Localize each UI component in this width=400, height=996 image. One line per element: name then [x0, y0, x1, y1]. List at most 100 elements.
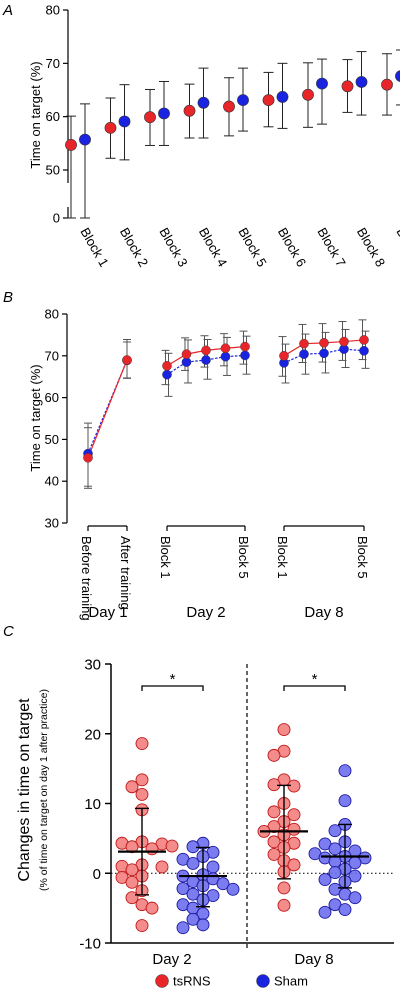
panel-a-point-sham — [395, 70, 400, 82]
panel-c-point-sham — [226, 882, 240, 896]
panel-c-y-tick-label: 30 — [84, 657, 101, 674]
panel-c-point-sham — [338, 794, 352, 808]
panel-b-y-tick-label: 70 — [45, 348, 59, 363]
panel-a-point-sham — [79, 133, 91, 146]
panel-b-x-tick-label: Block 5 — [236, 536, 251, 579]
panel-c-marks — [115, 723, 372, 935]
panel-c-point-sham — [328, 824, 342, 838]
panel-c-point-tsrns — [125, 840, 139, 854]
panel-a-point-tsrns — [144, 111, 156, 124]
panel-b-line-tsrns — [87, 359, 128, 459]
panel-a-x-tick-label: Block 7 — [314, 225, 348, 269]
panel-b: B Time on target (%) 30 40 50 60 70 80 Before … — [3, 289, 370, 621]
panel-c-ylabel-sub: (% of time on target on day 1 after prac… — [38, 689, 50, 891]
panel-a-point-tsrns — [183, 104, 196, 117]
panel-c-point-tsrns — [267, 748, 281, 762]
panel-c-point-tsrns — [277, 723, 291, 737]
panel-b-point-sham — [359, 345, 369, 356]
panel-c-significance-bracket — [283, 685, 346, 691]
panel-a-point-tsrns — [341, 80, 354, 93]
panel-a-point-sham — [276, 91, 289, 103]
panel-b-y-tick-label: 50 — [45, 432, 59, 447]
panel-a-ylabel: Time on target (%) — [28, 61, 43, 168]
panel-c: C Changes in time on target (% of time o… — [3, 623, 394, 989]
panel-c-point-tsrns — [277, 898, 291, 912]
panel-c-point-tsrns — [125, 875, 139, 889]
panel-b-day-label: Day 8 — [304, 604, 343, 621]
panel-c-point-sham — [338, 903, 352, 916]
panel-a-y-tick-label: 60 — [46, 109, 60, 124]
panel-b-y-tick-label: 30 — [45, 516, 59, 531]
panel-b-point-tsrns — [359, 335, 369, 345]
panel-a-point-tsrns — [262, 94, 275, 107]
panel-c-point-tsrns — [135, 919, 149, 933]
panel-c-point-tsrns — [267, 805, 281, 819]
panel-b-line-sham — [166, 354, 246, 376]
panel-a-point-sham — [118, 115, 131, 128]
panel-c-point-sham — [176, 921, 190, 935]
panel-c-point-sham — [348, 869, 362, 883]
panel-a-point-sham — [197, 96, 210, 109]
legend-marker-sham — [256, 974, 270, 988]
panel-c-x-tick-label: Day 8 — [294, 951, 333, 968]
panel-b-point-tsrns — [83, 452, 93, 463]
panel-b-y-tick-label: 40 — [45, 474, 59, 489]
panel-c-point-tsrns — [165, 839, 179, 853]
panel-a-x-tick-label: Block 5 — [235, 225, 269, 269]
panel-b-point-tsrns — [181, 349, 192, 359]
panel-c-point-tsrns — [145, 901, 159, 915]
panel-c-ticks: -10 0 10 20 30 Day 2 Day 8 * * — [79, 657, 333, 969]
panel-b-x-tick-label: Block 1 — [158, 536, 173, 579]
panel-b-x-tick-label: Block 5 — [355, 536, 370, 579]
panel-c-point-tsrns — [145, 842, 159, 856]
panel-b-point-tsrns — [162, 361, 172, 371]
panel-c-letter: C — [3, 623, 14, 640]
panel-c-y-tick-label: 20 — [84, 726, 101, 743]
panel-c-point-tsrns — [135, 787, 149, 801]
panel-c-point-sham — [196, 918, 210, 932]
panel-a-letter: A — [2, 2, 13, 19]
panel-b-ticks: 30 40 50 60 70 80 Before training After trainin… — [45, 307, 370, 622]
panel-a-point-sham — [355, 76, 368, 88]
panel-b-point-tsrns — [319, 338, 329, 348]
panel-a-y-tick-label: 80 — [46, 3, 60, 18]
panel-b-axes — [66, 314, 365, 531]
panel-c-ylabel: Changes in time on target — [16, 698, 33, 882]
panel-b-point-sham — [240, 350, 250, 361]
legend-marker-tsrns — [155, 974, 169, 988]
panel-a-point-tsrns — [223, 100, 235, 113]
panel-c-point-sham — [318, 873, 332, 886]
panel-b-ylabel: Time on target (%) — [28, 364, 43, 471]
panel-a-point-tsrns — [65, 139, 77, 151]
panel-a-point-tsrns — [104, 121, 117, 134]
legend-label-tsrns: tsRNS — [173, 974, 211, 989]
panel-b-point-tsrns — [122, 355, 132, 365]
panel-b-point-tsrns — [339, 336, 349, 347]
panel-c-point-tsrns — [135, 773, 149, 787]
panel-c-point-sham — [328, 866, 342, 880]
panel-b-y-tick-label: 80 — [45, 307, 59, 322]
panel-a-marks — [65, 49, 400, 219]
panel-c-point-sham — [348, 891, 362, 905]
panel-c-point-sham — [206, 860, 220, 874]
panel-b-letter: B — [3, 289, 13, 306]
panel-b-x-tick-label: After training — [118, 536, 133, 610]
panel-c-point-sham — [186, 857, 200, 870]
panel-c-point-sham — [328, 842, 342, 856]
panel-c-point-tsrns — [277, 881, 291, 895]
panel-c-point-sham — [338, 764, 352, 778]
panel-b-x-tick-label: Before training — [79, 536, 94, 621]
panel-b-day-label: Day 1 — [88, 604, 127, 621]
panel-a-point-tsrns — [302, 88, 314, 101]
panel-b-y-tick-label: 60 — [45, 390, 59, 405]
panel-a-x-tick-label: Block 8 — [354, 225, 388, 269]
panel-b-x-tick-label: Block 1 — [275, 536, 290, 579]
panel-c-point-tsrns — [125, 780, 139, 794]
panel-a-point-sham — [158, 107, 170, 120]
panel-c-point-tsrns — [155, 860, 169, 874]
panel-c-point-sham — [186, 912, 200, 926]
panel-c-significance-bracket — [141, 685, 204, 691]
